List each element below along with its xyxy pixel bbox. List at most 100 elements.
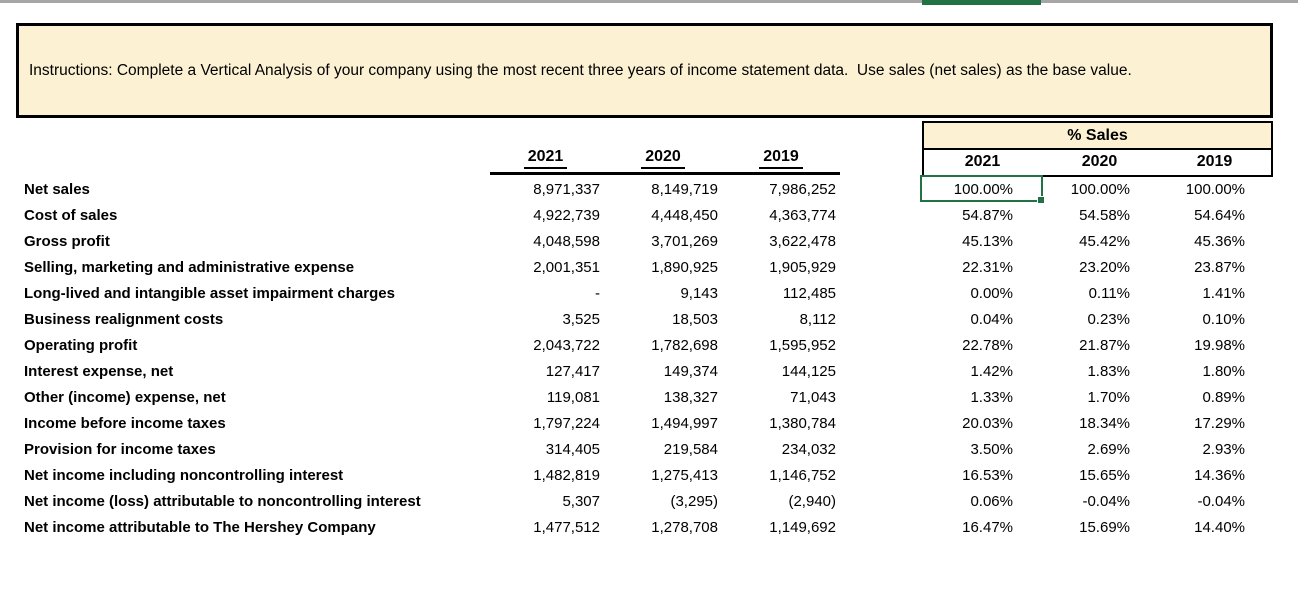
value-2020-cell[interactable]: 4,448,450	[651, 207, 718, 224]
row-label-cell[interactable]: Provision for income taxes	[24, 441, 216, 458]
value-2019-cell[interactable]: 3,622,478	[769, 233, 836, 250]
value-2020-cell[interactable]: 219,584	[663, 441, 718, 458]
pct-2019-cell[interactable]: 0.89%	[1202, 389, 1245, 406]
value-2019-cell[interactable]: 1,149,692	[769, 519, 836, 536]
value-2020-cell[interactable]: 1,890,925	[651, 259, 718, 276]
pct-2020-cell[interactable]: 100.00%	[1070, 181, 1130, 198]
pct-2019-cell[interactable]: 23.87%	[1194, 259, 1245, 276]
pct-2021-cell[interactable]: 22.78%	[962, 337, 1013, 354]
pct-2019-cell[interactable]: 17.29%	[1194, 415, 1245, 432]
pct-2021-cell[interactable]: 0.06%	[970, 493, 1013, 510]
fill-handle[interactable]	[1037, 196, 1045, 204]
pct-2019-cell[interactable]: 45.36%	[1194, 233, 1245, 250]
value-2020-cell[interactable]: 1,278,708	[651, 519, 718, 536]
value-2021-cell[interactable]: 1,482,819	[533, 467, 600, 484]
pct-2021-cell[interactable]: 45.13%	[962, 233, 1013, 250]
value-year-2019-header[interactable]: 2019	[722, 148, 840, 169]
pct-2021-cell[interactable]: 0.00%	[970, 285, 1013, 302]
value-2019-cell[interactable]: 144,125	[781, 363, 836, 380]
pct-2020-cell[interactable]: 23.20%	[1079, 259, 1130, 276]
row-label-cell[interactable]: Gross profit	[24, 233, 110, 250]
pct-2019-cell[interactable]: 0.10%	[1202, 311, 1245, 328]
pct-2021-cell[interactable]: 22.31%	[962, 259, 1013, 276]
value-2019-cell[interactable]: 1,905,929	[769, 259, 836, 276]
pct-2021-cell[interactable]: 0.04%	[970, 311, 1013, 328]
row-label-cell[interactable]: Other (income) expense, net	[24, 389, 226, 406]
row-label-cell[interactable]: Operating profit	[24, 337, 138, 354]
pct-2021-cell[interactable]: 3.50%	[970, 441, 1013, 458]
value-2021-cell[interactable]: 8,971,337	[533, 181, 600, 198]
value-2019-cell[interactable]: 4,363,774	[769, 207, 836, 224]
pct-2020-cell[interactable]: 54.58%	[1079, 207, 1130, 224]
pct-2019-cell[interactable]: 14.40%	[1194, 519, 1245, 536]
value-2021-cell[interactable]: 5,307	[562, 493, 600, 510]
pct-2021-cell[interactable]: 16.53%	[962, 467, 1013, 484]
value-2019-cell[interactable]: (2,940)	[788, 493, 836, 510]
pct-2020-cell[interactable]: 0.23%	[1087, 311, 1130, 328]
pct-2020-cell[interactable]: 21.87%	[1079, 337, 1130, 354]
pct-2020-cell[interactable]: 18.34%	[1079, 415, 1130, 432]
value-year-2021-header[interactable]: 2021	[487, 148, 604, 169]
value-2020-cell[interactable]: 149,374	[663, 363, 718, 380]
value-2021-cell[interactable]: 4,048,598	[533, 233, 600, 250]
value-2020-cell[interactable]: 3,701,269	[651, 233, 718, 250]
value-2021-cell[interactable]: 314,405	[545, 441, 600, 458]
pct-2021-cell[interactable]: 1.33%	[970, 389, 1013, 406]
row-label-cell[interactable]: Cost of sales	[24, 207, 118, 224]
pct-2020-cell[interactable]: 1.70%	[1087, 389, 1130, 406]
row-label-cell[interactable]: Net income including noncontrolling inte…	[24, 467, 344, 484]
value-2021-cell[interactable]: 119,081	[546, 389, 600, 406]
pct-2020-cell[interactable]: 15.69%	[1079, 519, 1130, 536]
value-2021-cell[interactable]: 1,477,512	[533, 519, 600, 536]
pct-year-2020-header[interactable]: 2020	[1081, 153, 1118, 170]
value-2020-cell[interactable]: 18,503	[672, 311, 718, 328]
value-2021-cell[interactable]: 3,525	[562, 311, 600, 328]
row-label-cell[interactable]: Net income (loss) attributable to noncon…	[24, 493, 421, 510]
pct-2021-cell[interactable]: 16.47%	[962, 519, 1013, 536]
value-2021-cell[interactable]: 1,797,224	[533, 415, 600, 432]
value-2019-cell[interactable]: 7,986,252	[769, 181, 836, 198]
value-2019-cell[interactable]: 71,043	[790, 389, 836, 406]
row-label-cell[interactable]: Selling, marketing and administrative ex…	[24, 259, 355, 276]
pct-year-2019-header[interactable]: 2019	[1196, 153, 1233, 170]
value-2020-cell[interactable]: 1,494,997	[651, 415, 718, 432]
value-2019-cell[interactable]: 234,032	[781, 441, 836, 458]
value-2021-cell[interactable]: 4,922,739	[533, 207, 600, 224]
pct-2020-cell[interactable]: -0.04%	[1082, 493, 1130, 510]
row-label-cell[interactable]: Net income attributable to The Hershey C…	[24, 519, 376, 536]
pct-2019-cell[interactable]: 14.36%	[1194, 467, 1245, 484]
pct-2019-cell[interactable]: 2.93%	[1202, 441, 1245, 458]
value-2021-cell[interactable]: 127,417	[545, 363, 600, 380]
pct-2020-cell[interactable]: 1.83%	[1087, 363, 1130, 380]
value-2020-cell[interactable]: (3,295)	[670, 493, 718, 510]
pct-2021-cell[interactable]: 1.42%	[970, 363, 1013, 380]
value-2019-cell[interactable]: 1,146,752	[769, 467, 836, 484]
row-label-cell[interactable]: Net sales	[24, 181, 90, 198]
pct-2021-cell[interactable]: 20.03%	[962, 415, 1013, 432]
pct-2020-cell[interactable]: 15.65%	[1079, 467, 1130, 484]
pct-2020-cell[interactable]: 2.69%	[1087, 441, 1130, 458]
value-2019-cell[interactable]: 1,595,952	[769, 337, 836, 354]
value-2021-cell[interactable]: 2,001,351	[533, 259, 600, 276]
value-2020-cell[interactable]: 1,275,413	[651, 467, 718, 484]
value-2020-cell[interactable]: 8,149,719	[651, 181, 718, 198]
pct-2020-cell[interactable]: 0.11%	[1088, 285, 1130, 302]
value-2019-cell[interactable]: 8,112	[799, 311, 836, 328]
pct-2019-cell[interactable]: 19.98%	[1194, 337, 1245, 354]
value-2020-cell[interactable]: 1,782,698	[651, 337, 718, 354]
value-2019-cell[interactable]: 1,380,784	[769, 415, 836, 432]
value-2020-cell[interactable]: 9,143	[680, 285, 718, 302]
value-year-2020-header[interactable]: 2020	[604, 148, 722, 169]
pct-2020-cell[interactable]: 45.42%	[1079, 233, 1130, 250]
pct-year-2021-header[interactable]: 2021	[964, 153, 1001, 170]
pct-2019-cell[interactable]: 54.64%	[1194, 207, 1245, 224]
pct-2021-cell[interactable]: 54.87%	[962, 207, 1013, 224]
pct-2019-cell[interactable]: 1.41%	[1202, 285, 1245, 302]
pct-2019-cell[interactable]: 100.00%	[1185, 181, 1245, 198]
row-label-cell[interactable]: Income before income taxes	[24, 415, 226, 432]
row-label-cell[interactable]: Long-lived and intangible asset impairme…	[24, 285, 395, 302]
pct-2021-cell[interactable]: 100.00%	[953, 181, 1013, 198]
pct-2019-cell[interactable]: -0.04%	[1197, 493, 1245, 510]
pct-2019-cell[interactable]: 1.80%	[1202, 363, 1245, 380]
row-label-cell[interactable]: Business realignment costs	[24, 311, 224, 328]
